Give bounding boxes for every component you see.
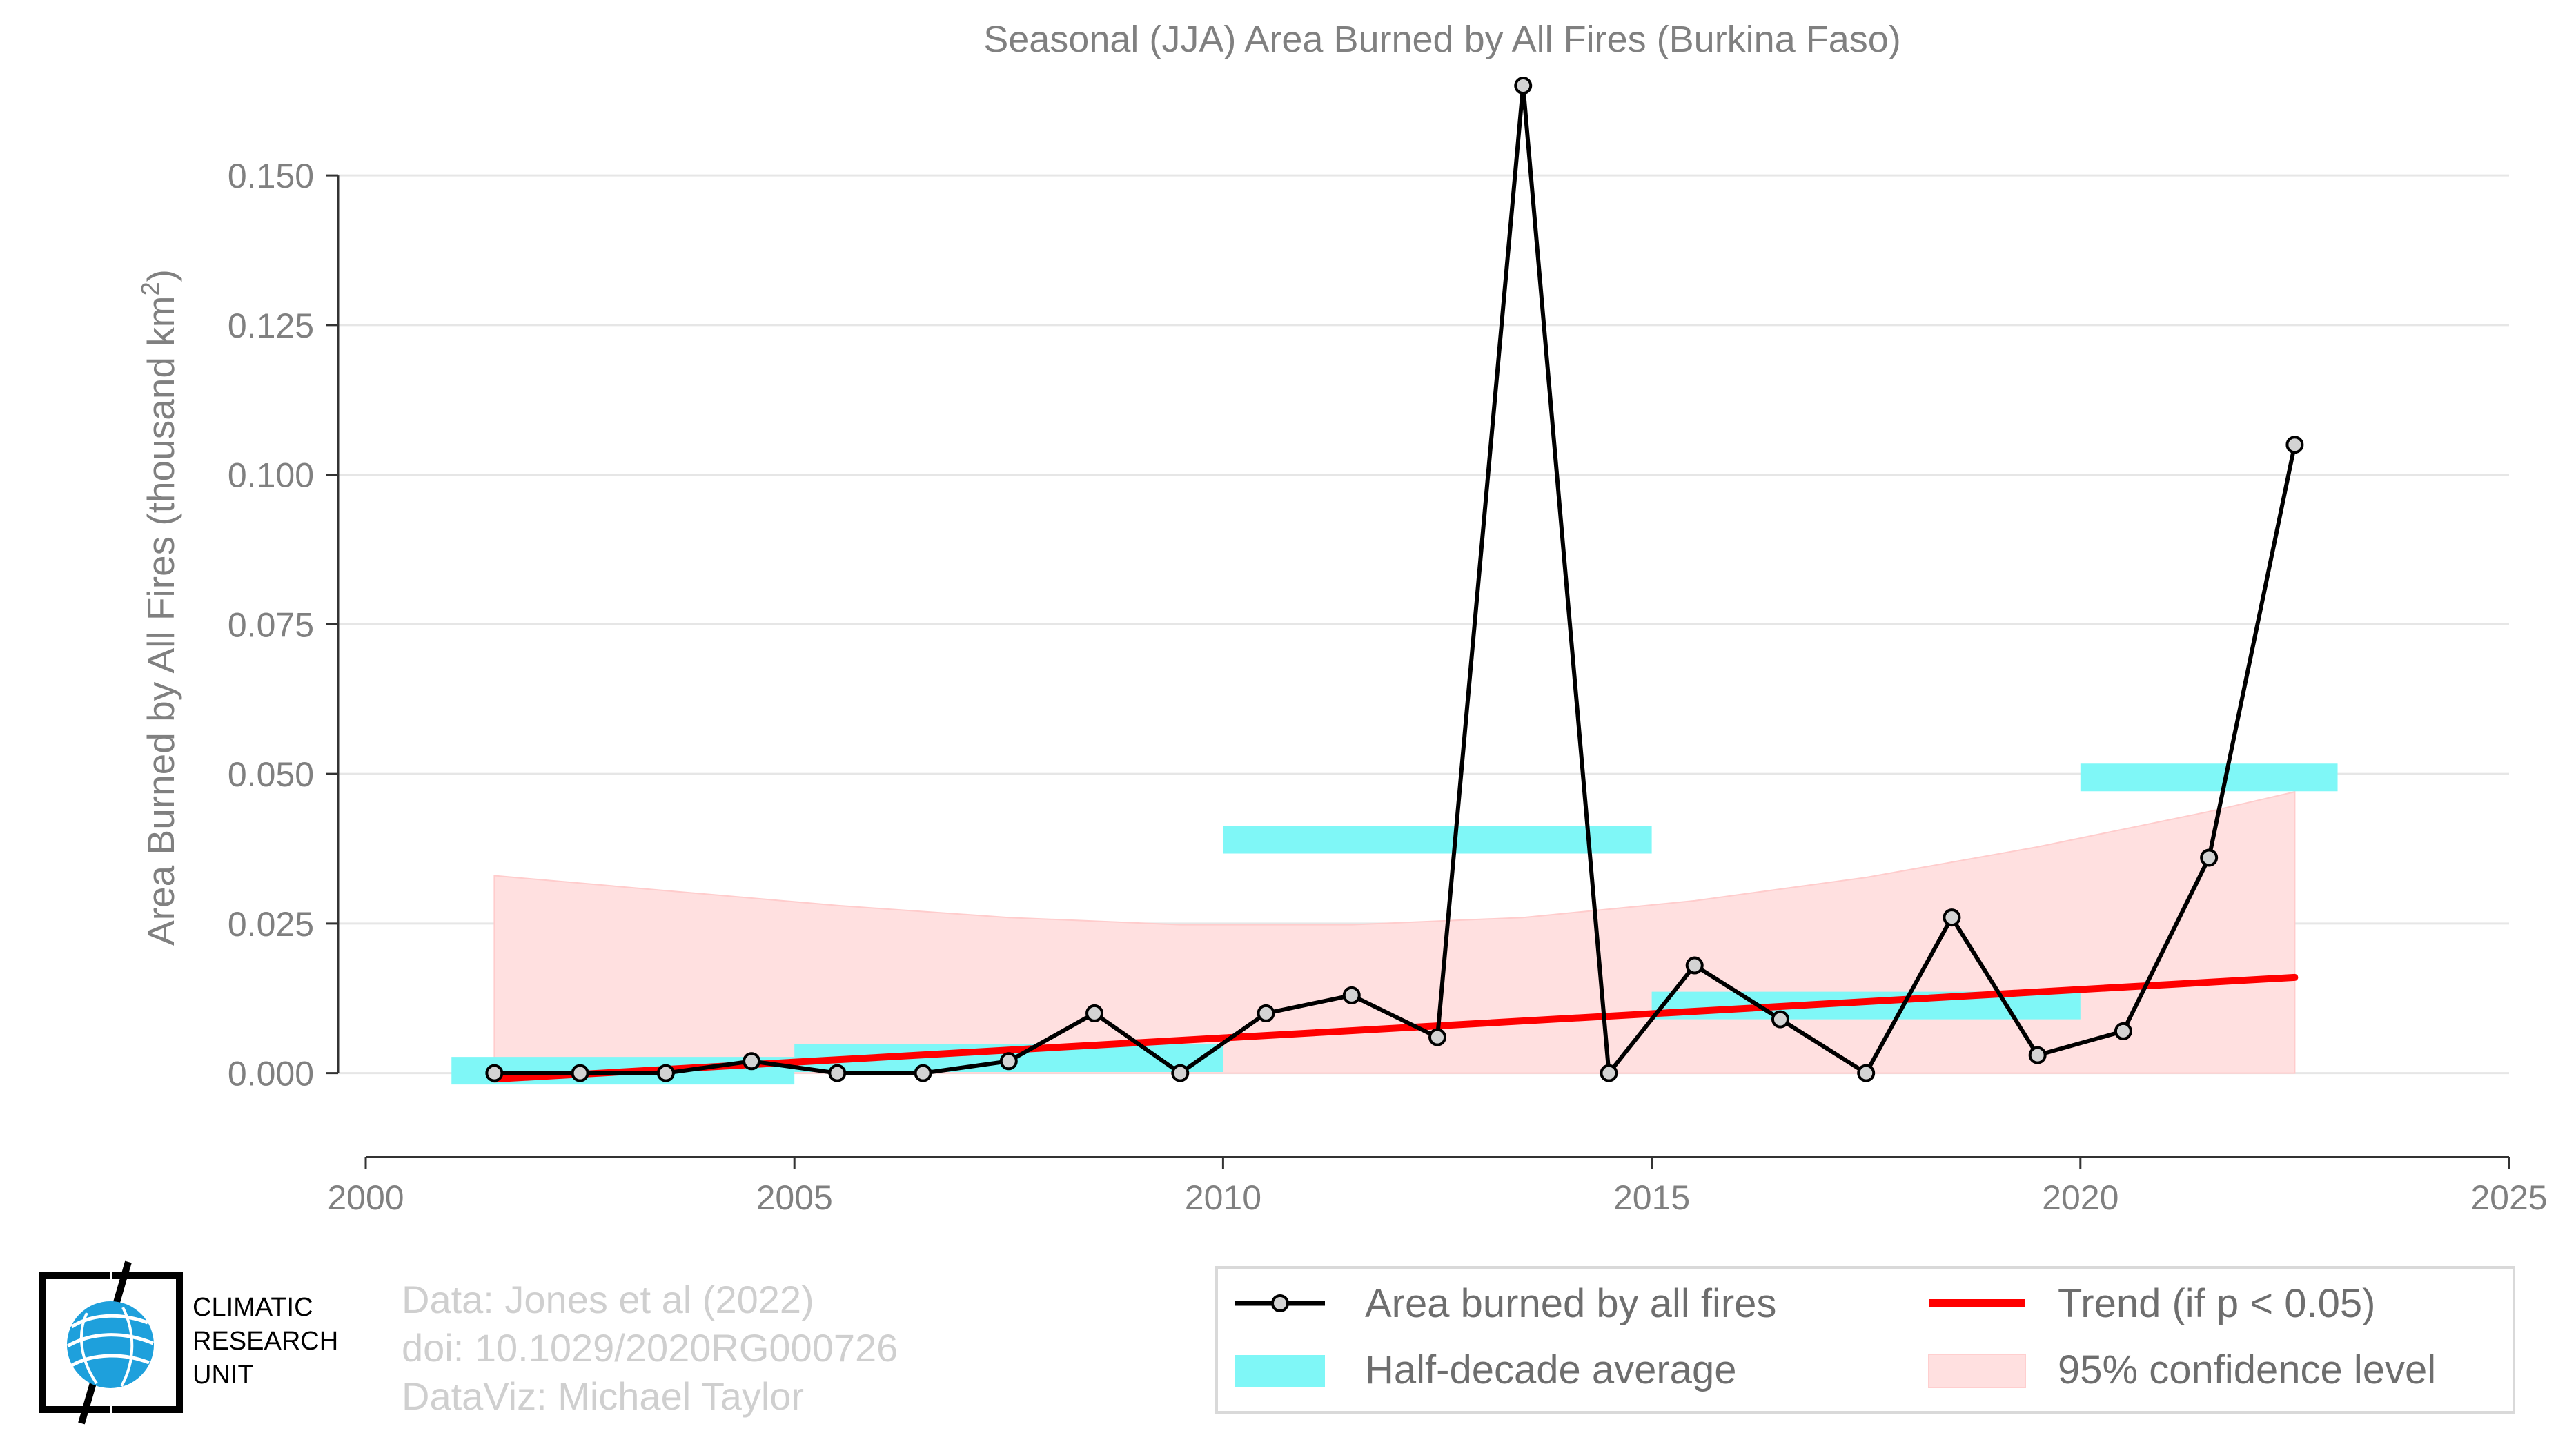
globe-icon: [66, 1301, 154, 1388]
y-tick-label: 0.125: [228, 306, 314, 345]
credit-data-source: Data: Jones et al (2022): [402, 1278, 814, 1321]
y-tick-label: 0.025: [228, 905, 314, 944]
logo-text-line1: CLIMATIC: [193, 1293, 313, 1322]
legend: Area burned by all fires Trend (if p < 0…: [1215, 1266, 2515, 1414]
data-point: [999, 1052, 1018, 1071]
legend-label-confidence: 95% confidence level: [2058, 1347, 2436, 1392]
legend-swatch-confidence: [1928, 1354, 2026, 1388]
axes: [326, 174, 2510, 1169]
data-point: [914, 1064, 932, 1082]
y-tick-label: 0.075: [228, 605, 314, 644]
x-tick-label: 2020: [2042, 1178, 2118, 1217]
chart-title: Seasonal (JJA) Area Burned by All Fires …: [983, 19, 1901, 60]
y-tick-labels: 0.000 0.025 0.050 0.075 0.100 0.125 0.150: [228, 157, 314, 1093]
trend-line: [491, 973, 2299, 1083]
y-axis-title-end: ): [139, 269, 182, 282]
credit-dataviz: DataViz: Michael Taylor: [402, 1374, 804, 1418]
data-point: [1257, 1004, 1275, 1022]
data-point: [1685, 956, 1704, 975]
data-point: [1085, 1004, 1104, 1022]
x-tick-label: 2000: [327, 1178, 404, 1217]
data-point: [828, 1064, 847, 1082]
data-point: [2028, 1046, 2047, 1064]
data-point: [1943, 908, 1961, 927]
x-tick-label: 2025: [2470, 1178, 2547, 1217]
data-point: [1171, 1064, 1190, 1082]
y-tick-label: 0.100: [228, 456, 314, 495]
y-axis-title-main: Area Burned by All Fires (thousand km: [139, 295, 182, 946]
x-tick-label: 2005: [756, 1178, 833, 1217]
legend-label-half-decade: Half-decade average: [1365, 1347, 1736, 1392]
logo-text-line2: RESEARCH: [193, 1327, 338, 1356]
data-point: [571, 1064, 589, 1082]
y-tick-label: 0.050: [228, 755, 314, 794]
series-layer: [485, 77, 2304, 1082]
cru-logo: CLIMATIC RESEARCH UNIT: [39, 1260, 338, 1425]
data-point: [2200, 848, 2219, 867]
data-point: [1771, 1010, 1789, 1029]
series-line-area-burned: [494, 84, 2297, 1075]
x-tick-label: 2010: [1185, 1178, 1261, 1217]
y-axis-title-superscript: 2: [136, 282, 164, 295]
y-tick-label: 0.000: [228, 1055, 314, 1093]
legend-label-trend: Trend (if p < 0.05): [2058, 1281, 2375, 1326]
data-point: [485, 1064, 504, 1082]
data-point: [2285, 436, 2304, 454]
legend-box: [1215, 1266, 2515, 1414]
data-point: [1600, 1064, 1618, 1082]
y-tick-label: 0.150: [228, 157, 314, 195]
x-tick-labels: 2000 2005 2010 2015 2020 2025: [327, 1178, 2547, 1217]
data-point: [1857, 1064, 1876, 1082]
y-axis-title: Area Burned by All Fires (thousand km2): [136, 269, 182, 946]
credit-doi: doi: 10.1029/2020RG000726: [402, 1326, 898, 1370]
legend-label-area-burned: Area burned by all fires: [1365, 1281, 1776, 1326]
legend-swatch-area-burned: [1235, 1294, 1325, 1312]
data-point: [1428, 1028, 1446, 1046]
data-point: [1514, 77, 1533, 95]
data-point: [1342, 986, 1361, 1004]
data-point: [2114, 1022, 2132, 1040]
logo-text-line3: UNIT: [193, 1361, 254, 1390]
legend-swatch-half-decade: [1235, 1355, 1325, 1387]
x-tick-label: 2015: [1613, 1178, 1690, 1217]
trend-layer: [491, 973, 2299, 1083]
data-point: [656, 1064, 675, 1082]
data-point: [743, 1052, 761, 1071]
